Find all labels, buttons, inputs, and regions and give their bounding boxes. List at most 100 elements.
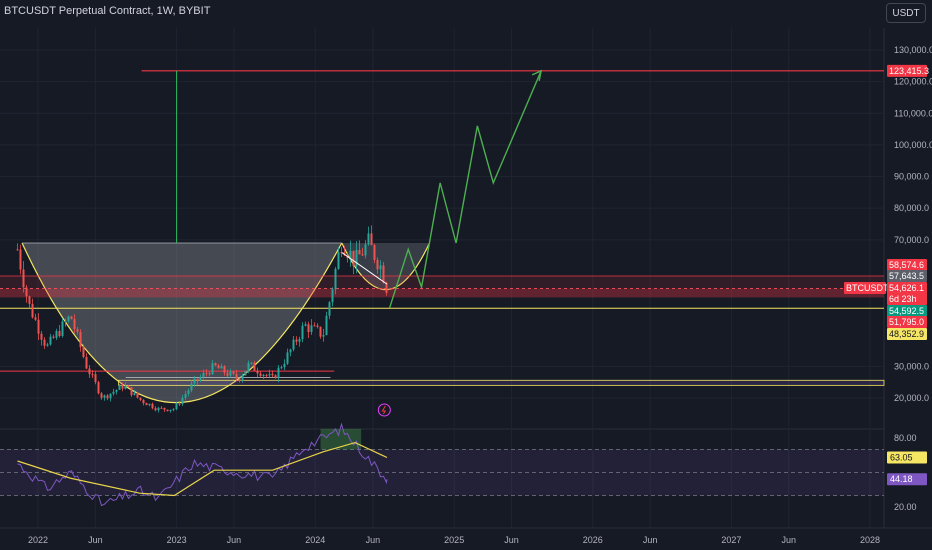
x-tick-label: Jun bbox=[781, 535, 796, 545]
x-tick-label: Jun bbox=[366, 535, 381, 545]
price-tag bbox=[844, 282, 886, 294]
candle-body bbox=[76, 329, 79, 332]
candle-body bbox=[22, 269, 25, 288]
x-tick-label: Jun bbox=[88, 535, 103, 545]
x-tick-label: 2028 bbox=[860, 535, 880, 545]
candle-body bbox=[361, 254, 364, 256]
price-pane bbox=[0, 28, 884, 428]
y-tick-label: 110,000.0 bbox=[894, 108, 932, 118]
rsi-tag-label: 63.05 bbox=[890, 452, 913, 462]
price-tag-label: 54,592.5 bbox=[889, 306, 924, 316]
price-tag-label: 54,626.1 bbox=[889, 283, 924, 293]
candle-body bbox=[109, 393, 112, 399]
flash-icon-bolt bbox=[381, 405, 387, 415]
y-tick-label: 100,000.0 bbox=[894, 140, 932, 150]
candle-body bbox=[364, 244, 367, 256]
candle-body bbox=[256, 370, 259, 374]
candle-body bbox=[46, 344, 49, 346]
candle-body bbox=[184, 394, 187, 398]
candle-body bbox=[247, 362, 250, 371]
candle-body bbox=[148, 403, 151, 406]
candle-body bbox=[91, 374, 94, 376]
x-tick-label: 2024 bbox=[305, 535, 325, 545]
candle-body bbox=[337, 252, 340, 269]
candle-body bbox=[259, 373, 262, 376]
candle-body bbox=[85, 357, 88, 369]
candle-body bbox=[49, 336, 52, 345]
price-tag bbox=[887, 270, 927, 282]
candle-body bbox=[214, 363, 217, 366]
price-tag bbox=[887, 282, 927, 294]
candle-body bbox=[160, 407, 163, 409]
candle-body bbox=[271, 373, 274, 376]
candle-body bbox=[79, 331, 82, 348]
candle-body bbox=[118, 385, 121, 390]
projection-arrowhead bbox=[531, 69, 543, 81]
candle-body bbox=[103, 395, 106, 398]
price-tag-label: 123,415.3 bbox=[889, 66, 929, 76]
rsi-y-tick-label: 80.00 bbox=[894, 433, 917, 443]
candle-body bbox=[385, 282, 388, 293]
candle-body bbox=[31, 303, 34, 318]
candle-body bbox=[241, 375, 244, 381]
candle-body bbox=[142, 400, 145, 404]
y-tick-label: 30,000.0 bbox=[894, 361, 929, 371]
candle-body bbox=[262, 374, 265, 376]
candle-body bbox=[19, 249, 22, 270]
candle-body bbox=[139, 397, 142, 401]
x-tick-label: 2027 bbox=[721, 535, 741, 545]
cup-curve bbox=[21, 242, 343, 403]
y-tick-label: 70,000.0 bbox=[894, 235, 929, 245]
candle-body bbox=[187, 390, 190, 395]
candle-body bbox=[322, 335, 325, 337]
currency-button[interactable]: USDT bbox=[886, 3, 926, 23]
candle-body bbox=[286, 352, 289, 364]
rsi-tag bbox=[887, 451, 927, 464]
x-tick-label: 2023 bbox=[167, 535, 187, 545]
candle-body bbox=[253, 362, 256, 371]
candle-body bbox=[115, 389, 118, 392]
candle-body bbox=[298, 339, 301, 342]
candle-body bbox=[304, 324, 307, 326]
x-tick-label: Jun bbox=[643, 535, 658, 545]
x-tick-label: 2022 bbox=[28, 535, 48, 545]
candle-body bbox=[181, 397, 184, 405]
candle-body bbox=[379, 265, 382, 270]
candle-body bbox=[28, 296, 31, 304]
candle-body bbox=[130, 387, 133, 396]
candle-body bbox=[169, 409, 172, 412]
price-tag-label: 58,574.6 bbox=[889, 260, 924, 270]
candle-body bbox=[268, 373, 271, 376]
y-tick-label: 120,000.0 bbox=[894, 77, 932, 87]
candle-body bbox=[229, 371, 232, 376]
candle-body bbox=[127, 385, 130, 388]
candle-body bbox=[145, 403, 148, 406]
lower-band bbox=[118, 379, 885, 386]
candle-body bbox=[55, 331, 58, 338]
cup-shade bbox=[22, 242, 342, 403]
price-tag bbox=[887, 316, 927, 328]
rsi-tag bbox=[887, 473, 927, 486]
candle-body bbox=[97, 382, 100, 394]
candle-body bbox=[250, 362, 253, 364]
y-tick-label: 80,000.0 bbox=[894, 203, 929, 213]
candle-body bbox=[238, 378, 241, 381]
candle-body bbox=[265, 374, 268, 376]
price-tag-label: BTCUSDT.P bbox=[846, 283, 896, 293]
candle-body bbox=[25, 287, 28, 297]
candle-body bbox=[232, 371, 235, 374]
candle-body bbox=[277, 367, 280, 379]
candle-body bbox=[211, 363, 214, 375]
candle-body bbox=[310, 325, 313, 333]
candle-body bbox=[133, 392, 136, 396]
candle-body bbox=[190, 383, 193, 391]
candle-body bbox=[106, 395, 109, 399]
rsi-pane bbox=[0, 430, 884, 528]
candle-body bbox=[355, 249, 358, 267]
candle-body bbox=[73, 319, 76, 330]
candle-body bbox=[151, 403, 154, 409]
x-tick-label: 2025 bbox=[444, 535, 464, 545]
candle-body bbox=[82, 347, 85, 358]
candle-body bbox=[43, 339, 46, 346]
